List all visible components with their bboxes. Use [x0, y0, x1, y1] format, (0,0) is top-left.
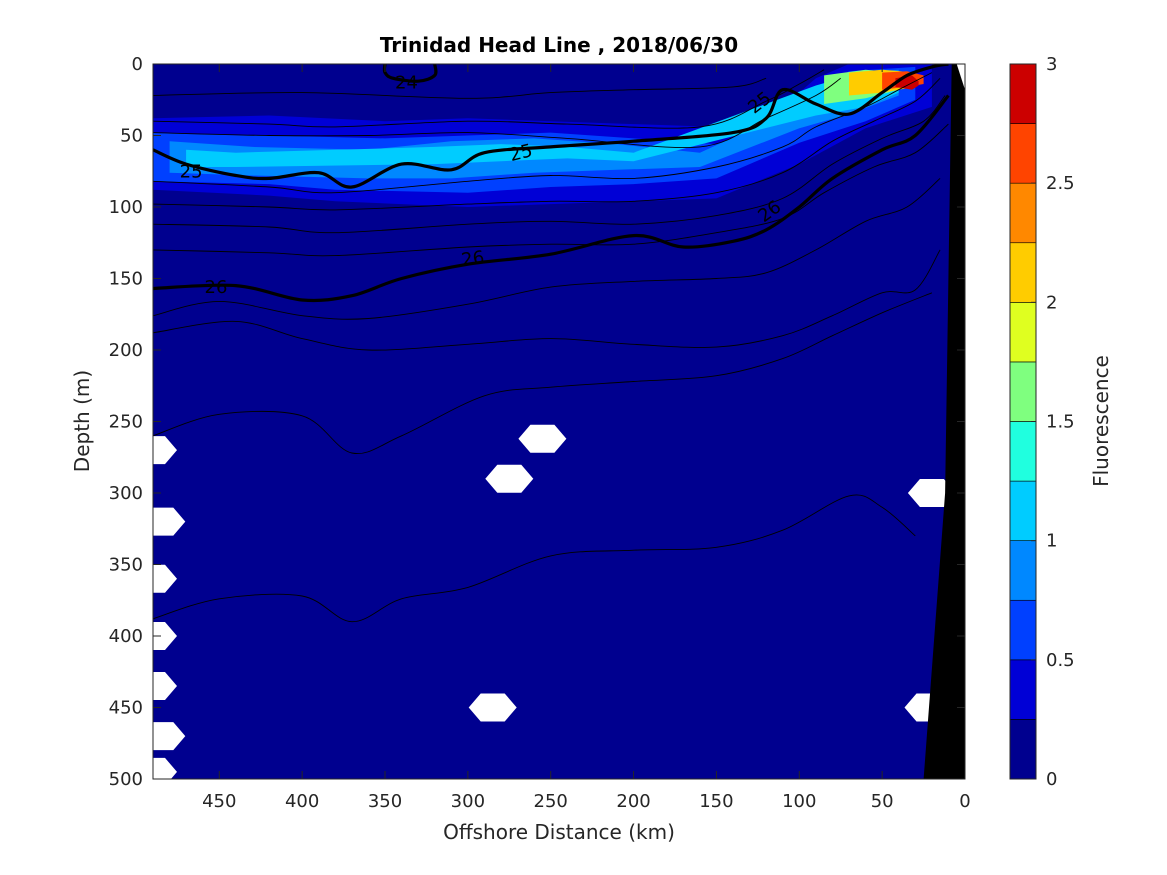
missing-data-patch-5 [153, 507, 186, 536]
density-contour-8 [153, 95, 946, 234]
missing-data-patch-10 [153, 757, 177, 779]
x-tick-label: 400 [285, 791, 319, 812]
x-tick-label: 450 [202, 791, 236, 812]
x-tick-label: 150 [699, 791, 733, 812]
colorbar-swatch-3 [1009, 599, 1037, 661]
missing-data-patch-2 [485, 464, 534, 493]
missing-data-patch-7 [153, 622, 177, 650]
colorbar-swatch-9 [1009, 242, 1037, 303]
colorbar-tick-label: 3 [1046, 54, 1057, 75]
x-axis-title: Offshore Distance (km) [443, 820, 675, 844]
colorbar-swatch-7 [1009, 361, 1037, 422]
contour-label-group-5: 26 [460, 247, 486, 271]
density-contour-13 [153, 292, 933, 455]
major-density-contour-5 [153, 64, 949, 189]
y-tick-label: 400 [109, 626, 143, 647]
colorbar-swatch-5 [1009, 480, 1037, 541]
coast-gap [956, 64, 965, 90]
x-tick-label: 350 [368, 791, 402, 812]
contour-label: 24 [395, 73, 418, 94]
colorbar-tick-label: 0.5 [1046, 650, 1075, 671]
missing-data-layer [153, 424, 956, 779]
y-tick-label: 250 [109, 412, 143, 433]
y-tick-label: 350 [109, 555, 143, 576]
y-tick-label: 0 [132, 54, 143, 75]
contour-label: 26 [460, 247, 486, 271]
missing-data-patch-9 [153, 722, 186, 751]
x-tick-label: 100 [782, 791, 816, 812]
y-tick-label: 300 [109, 483, 143, 504]
colorbar-tick-label: 1 [1046, 531, 1057, 552]
colorbar-swatch-6 [1009, 421, 1037, 482]
contour-label-group-3: 25 [180, 161, 203, 182]
y-tick-label: 100 [109, 197, 143, 218]
colorbar-swatch-12 [1009, 63, 1037, 124]
colorbar: 0 0.5 1 1.5 2 2.5 3 [1009, 54, 1075, 790]
x-tick-label: 50 [871, 791, 894, 812]
y-axis-title: Depth (m) [70, 370, 94, 472]
density-contour-10 [153, 123, 949, 257]
missing-data-patch-3 [468, 693, 517, 722]
contour-label-group-1: 24 [395, 73, 418, 94]
missing-data-patch-11 [907, 479, 956, 507]
contour-label: 26 [205, 277, 228, 298]
bathymetry-layer [923, 64, 965, 779]
x-tick-label: 250 [534, 791, 568, 812]
density-contour-12 [153, 249, 941, 351]
x-tick-label: 300 [451, 791, 485, 812]
y-axis: 0 50 100 150 200 250 300 350 400 450 500 [109, 54, 965, 790]
bathymetry-wedge [923, 64, 965, 779]
density-contour-1 [153, 77, 767, 99]
y-tick-label: 200 [109, 340, 143, 361]
colorbar-swatch-4 [1009, 540, 1037, 601]
colorbar-swatch-10 [1009, 182, 1037, 244]
colorbar-title: Fluorescence [1089, 355, 1113, 487]
colorbar-tick-label: 0 [1046, 769, 1057, 790]
y-tick-label: 50 [120, 126, 143, 147]
x-tick-label: 0 [959, 791, 970, 812]
major-density-contour-9 [153, 94, 950, 303]
density-contour-11 [153, 178, 941, 320]
density-contour-14 [153, 494, 916, 623]
x-axis: 450 400 350 300 250 200 150 100 50 0 [202, 64, 971, 812]
x-tick-label: 200 [616, 791, 650, 812]
colorbar-tick-label: 2.5 [1046, 173, 1075, 194]
colorbar-swatch-1 [1009, 719, 1037, 780]
missing-data-patch-6 [153, 564, 177, 593]
density-contour-layer [153, 64, 950, 623]
colorbar-swatch-2 [1009, 659, 1037, 720]
density-contour-4 [153, 77, 841, 149]
density-contour-3 [153, 69, 825, 129]
missing-data-patch-8 [153, 672, 177, 700]
colorbar-tick-label: 1.5 [1046, 412, 1075, 433]
missing-data-patch-4 [153, 436, 177, 465]
contour-label: 25 [180, 161, 203, 182]
density-contour-6 [153, 72, 933, 194]
missing-data-patch-1 [518, 424, 567, 453]
y-tick-label: 500 [109, 769, 143, 790]
colorbar-tick-label: 2 [1046, 292, 1057, 313]
y-tick-label: 150 [109, 269, 143, 290]
density-contour-7 [153, 77, 941, 211]
colorbar-swatch-11 [1009, 123, 1037, 184]
y-tick-label: 450 [109, 698, 143, 719]
colorbar-swatch-8 [1009, 302, 1037, 363]
contour-label-group-7: 26 [205, 277, 228, 298]
chart-title: Trinidad Head Line , 2018/06/30 [380, 33, 738, 57]
